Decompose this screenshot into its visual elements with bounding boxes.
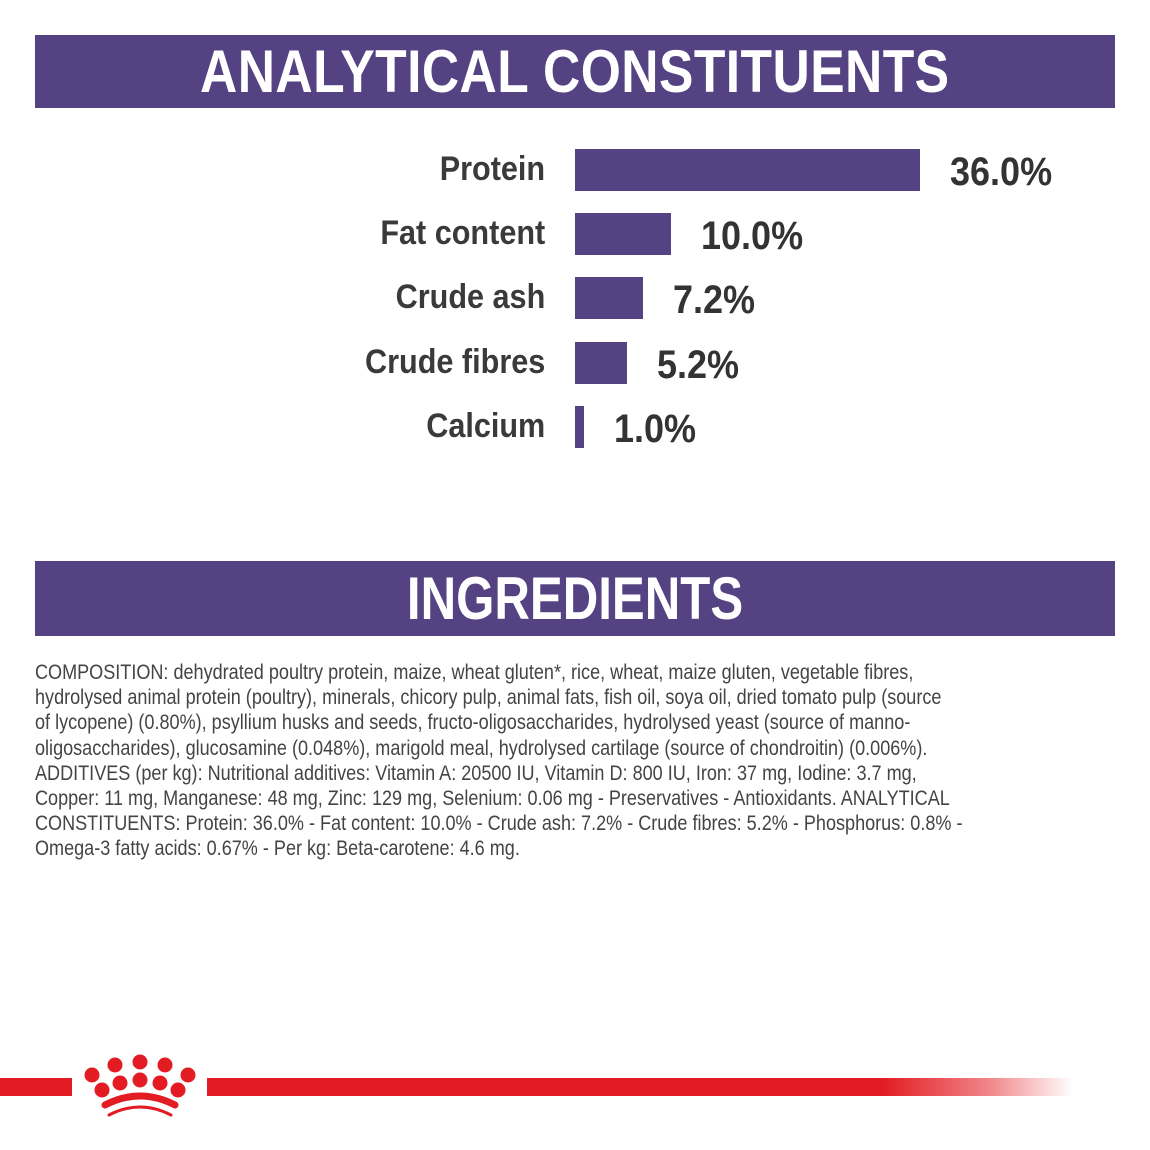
chart-row-value: 7.2%	[673, 278, 756, 322]
chart-row-label: Fat content	[380, 214, 545, 252]
chart-bar	[575, 406, 584, 448]
ingredients-line: ADDITIVES (per kg): Nutritional additive…	[35, 761, 917, 785]
ingredients-line: hydrolysed animal protein (poultry), min…	[35, 686, 942, 710]
chart-row-value: 10.0%	[701, 214, 804, 258]
ingredients-title: INGREDIENTS	[406, 565, 744, 632]
ingredients-header: INGREDIENTS	[35, 561, 1115, 636]
chart-row-label: Crude fibres	[364, 343, 545, 381]
ingredients-line: oligosaccharides), glucosamine (0.048%),…	[35, 736, 928, 760]
ingredients-line: of lycopene) (0.80%), psyllium husks and…	[35, 711, 911, 735]
chart-bar	[575, 213, 671, 255]
chart-row-value: 5.2%	[657, 343, 740, 387]
chart-bar	[575, 277, 643, 319]
analytical-constituents-title: ANALYTICAL CONSTITUENTS	[200, 38, 950, 105]
chart-row-label: Crude ash	[395, 278, 545, 316]
chart-bar	[575, 342, 627, 384]
brand-stripe-left	[0, 1078, 72, 1096]
ingredients-line: Omega-3 fatty acids: 0.67% - Per kg: Bet…	[35, 837, 520, 861]
ingredients-paragraph: COMPOSITION: dehydrated poultry protein,…	[35, 660, 1135, 862]
chart-row: Protein 36.0%	[0, 149, 1150, 194]
chart-row-label: Calcium	[425, 407, 545, 445]
chart-row-value: 1.0%	[614, 407, 697, 451]
ingredients-line: COMPOSITION: dehydrated poultry protein,…	[35, 661, 914, 684]
ingredients-line: Copper: 11 mg, Manganese: 48 mg, Zinc: 1…	[35, 787, 950, 811]
chart-row-label: Protein	[439, 150, 545, 188]
chart-row: Fat content 10.0%	[0, 213, 1150, 258]
chart-row: Crude ash 7.2%	[0, 277, 1150, 322]
brand-stripe-right	[207, 1078, 1073, 1096]
crown-icon	[84, 1054, 196, 1117]
chart-row-value: 36.0%	[950, 150, 1053, 194]
chart-row: Crude fibres 5.2%	[0, 342, 1150, 387]
chart-bar	[575, 149, 920, 191]
analytical-constituents-header: ANALYTICAL CONSTITUENTS	[35, 35, 1115, 108]
chart-row: Calcium 1.0%	[0, 406, 1150, 451]
ingredients-line: CONSTITUENTS: Protein: 36.0% - Fat conte…	[35, 812, 963, 836]
